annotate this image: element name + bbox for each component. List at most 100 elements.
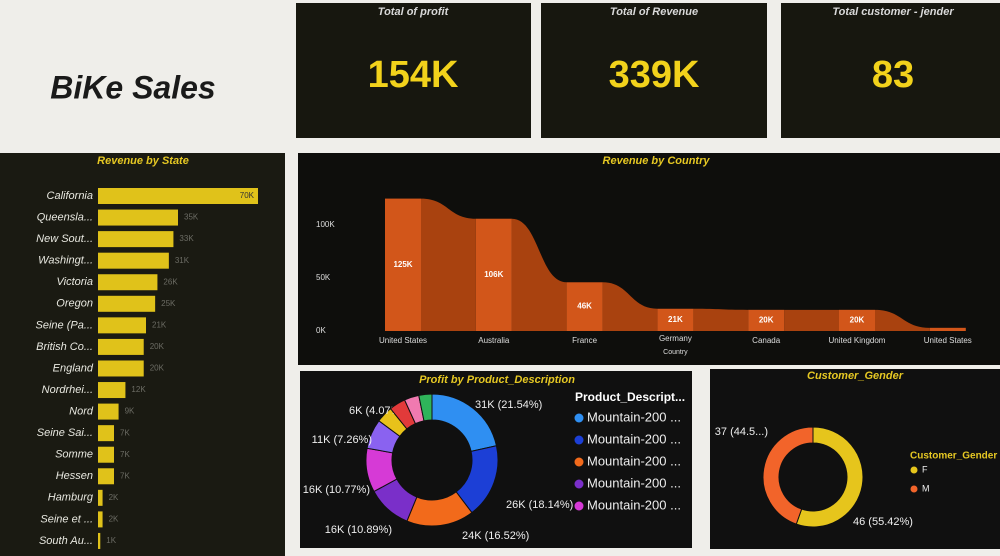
y-tick-label: 50K xyxy=(316,273,331,282)
category-label: Victoria xyxy=(57,276,93,288)
kpi-value: 83 xyxy=(872,54,914,96)
category-label: Seine Sai... xyxy=(37,427,93,439)
legend-label: Mountain-200 ... xyxy=(587,453,681,468)
chart-title: Revenue by State xyxy=(97,155,189,167)
value-label: 21K xyxy=(152,320,167,329)
value-label: 21K xyxy=(668,315,683,324)
legend-title: Customer_Gender xyxy=(910,451,997,462)
legend-label: Mountain-200 ... xyxy=(587,409,681,424)
x-tick-label: Australia xyxy=(478,336,510,345)
legend-marker xyxy=(910,466,918,474)
value-label: 2K xyxy=(109,515,119,524)
x-axis-title: Country xyxy=(663,349,688,356)
value-label: 35K xyxy=(184,213,199,222)
value-label: 20K xyxy=(150,342,165,351)
bar xyxy=(566,282,603,331)
bar xyxy=(748,309,785,331)
value-label: 11K (7.26%) xyxy=(312,434,372,446)
value-label: 7K xyxy=(120,450,130,459)
x-tick-label: United States xyxy=(924,336,972,345)
kpi-card xyxy=(296,3,531,138)
chart-title: Profit by Product_Description xyxy=(419,374,575,386)
legend-label: F xyxy=(922,464,928,474)
value-label: 20K xyxy=(150,364,165,373)
legend-title: Product_Descript... xyxy=(575,390,685,404)
slice xyxy=(418,393,433,422)
ribbon xyxy=(875,309,930,331)
legend-label: M xyxy=(922,483,930,493)
value-label: 106K xyxy=(484,270,503,279)
value-label: 9K xyxy=(125,407,135,416)
category-label: Oregon xyxy=(56,298,93,310)
value-label: 24K (16.52%) xyxy=(462,530,529,542)
category-label: Seine (Pa... xyxy=(36,319,93,331)
value-label: 31K (21.54%) xyxy=(475,399,542,411)
bar xyxy=(98,425,114,442)
bar xyxy=(98,274,158,291)
category-label: New Sout... xyxy=(36,233,93,245)
value-label: 20K xyxy=(759,316,774,325)
bar xyxy=(98,382,126,399)
bar xyxy=(98,511,103,528)
category-label: Somme xyxy=(55,449,93,461)
bar xyxy=(98,188,258,204)
value-label: 26K (18.14%) xyxy=(506,499,573,511)
legend-marker xyxy=(574,435,584,445)
bar xyxy=(98,468,114,485)
bar xyxy=(98,403,119,420)
ribbon xyxy=(784,309,839,331)
value-label: 20K xyxy=(850,316,865,325)
slice xyxy=(795,426,864,528)
bar xyxy=(98,338,144,355)
bar xyxy=(98,209,178,226)
x-tick-label: Canada xyxy=(752,336,781,345)
legend-marker xyxy=(574,457,584,467)
legend-label: Mountain-200 ... xyxy=(587,475,681,490)
ribbon xyxy=(602,282,658,331)
chart-title: Customer_Gender xyxy=(807,370,904,382)
value-label: 6K (4.07%) xyxy=(349,405,404,417)
bar xyxy=(98,360,144,377)
bar xyxy=(929,327,966,331)
value-label: 25K xyxy=(161,299,176,308)
bar xyxy=(475,218,512,331)
legend-marker xyxy=(574,501,584,511)
category-label: Hamburg xyxy=(48,492,94,504)
bar xyxy=(98,317,146,334)
bar xyxy=(98,446,114,463)
y-tick-label: 100K xyxy=(316,220,335,229)
value-label: 125K xyxy=(393,260,412,269)
category-label: California xyxy=(47,190,93,202)
bar xyxy=(98,532,101,549)
kpi-label: Total customer - jender xyxy=(832,6,954,18)
category-label: South Au... xyxy=(39,535,93,547)
value-label: 46 (55.42%) xyxy=(853,516,913,528)
value-label: 31K xyxy=(175,256,190,265)
value-label: 1K xyxy=(106,536,116,545)
value-label: 46K xyxy=(577,302,592,311)
category-label: Washingt... xyxy=(38,255,93,267)
bar xyxy=(98,252,169,269)
legend-label: Mountain-200 ... xyxy=(587,497,681,512)
kpi-label: Total of profit xyxy=(378,6,450,18)
value-label: 7K xyxy=(120,471,130,480)
x-tick-label: United States xyxy=(379,336,427,345)
category-label: Nordrhei... xyxy=(42,384,93,396)
dashboard-title: BiKe Sales xyxy=(50,69,215,105)
bar xyxy=(98,231,174,248)
kpi-value: 339K xyxy=(609,54,700,96)
bar xyxy=(98,295,156,312)
value-label: 16K (10.77%) xyxy=(303,484,370,496)
category-label: Queensla... xyxy=(37,211,93,223)
value-label: 26K xyxy=(163,277,178,286)
ribbon xyxy=(693,308,749,331)
value-label: 70K xyxy=(240,191,255,200)
y-tick-label: 0K xyxy=(316,326,326,335)
kpi-card xyxy=(541,3,767,138)
x-tick-label: France xyxy=(572,336,597,345)
x-tick-label: United Kingdom xyxy=(829,336,886,345)
bar xyxy=(657,308,694,331)
legend-marker xyxy=(574,479,584,489)
category-label: England xyxy=(53,362,94,374)
